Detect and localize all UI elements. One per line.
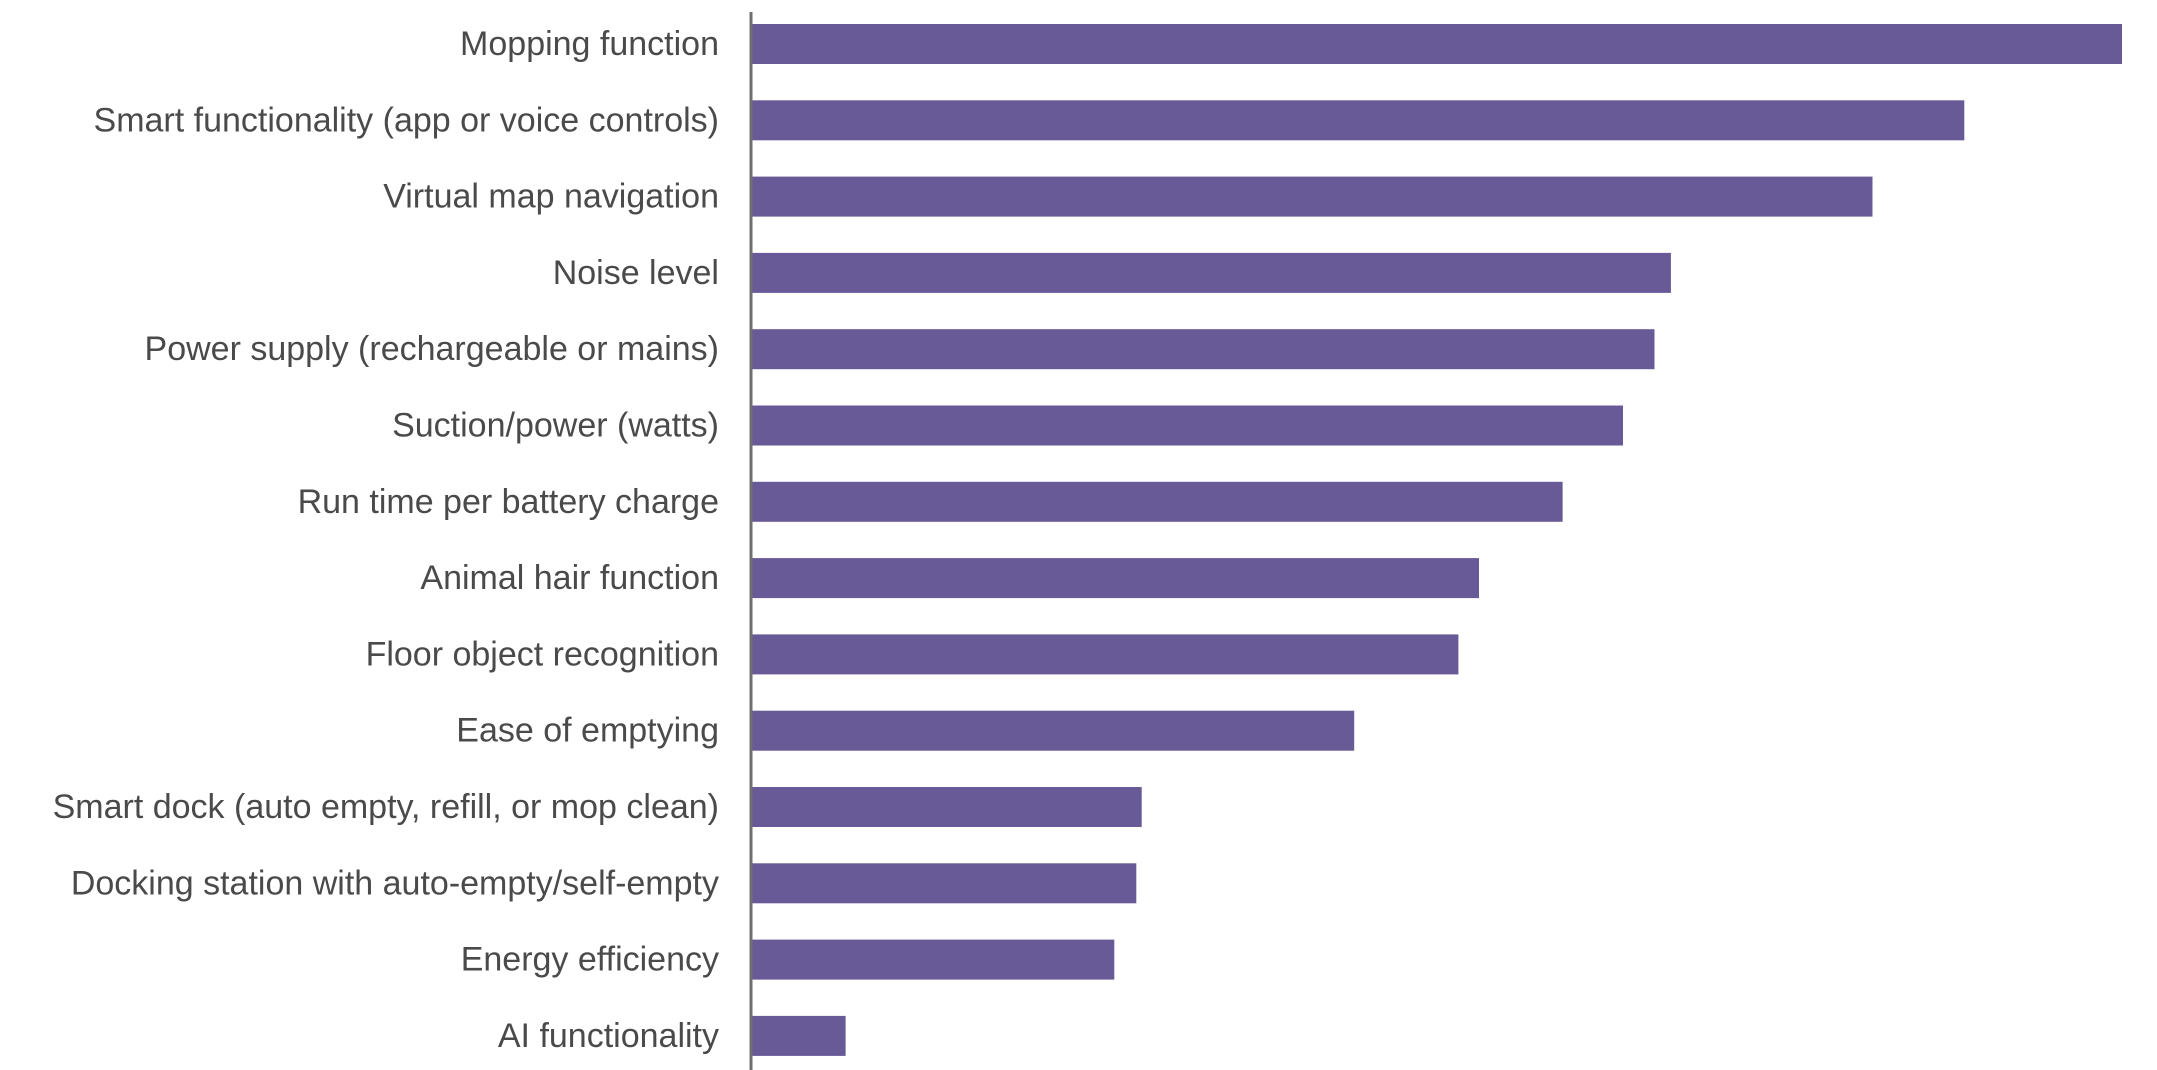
bars-group — [751, 24, 2122, 1056]
category-label: Docking station with auto-empty/self-emp… — [71, 864, 719, 902]
bar — [751, 481, 1563, 522]
bar — [751, 176, 1873, 217]
category-label: Power supply (rechargeable or mains) — [145, 330, 719, 368]
category-label: Floor object recognition — [366, 635, 719, 673]
category-labels-group: Mopping function Smart functionality (app… — [53, 25, 719, 1055]
bar — [751, 634, 1459, 675]
bar — [751, 939, 1115, 980]
category-label: Smart dock (auto empty, refill, or mop c… — [53, 788, 719, 826]
category-label: Mopping function — [460, 25, 719, 63]
bar — [751, 558, 1479, 599]
category-label: AI functionality — [498, 1017, 719, 1055]
category-label: Ease of emptying — [456, 712, 719, 750]
bar — [751, 710, 1355, 751]
bar — [751, 405, 1623, 446]
bar — [751, 787, 1142, 827]
category-label: Energy efficiency — [461, 941, 719, 979]
category-label: Virtual map navigation — [383, 178, 719, 216]
category-label: Smart functionality (app or voice contro… — [94, 101, 719, 139]
category-label: Animal hair function — [420, 559, 719, 597]
bar — [751, 863, 1137, 904]
bar — [751, 329, 1655, 370]
category-label: Noise level — [553, 254, 719, 292]
bar — [751, 252, 1671, 293]
category-label: Suction/power (watts) — [392, 407, 719, 445]
bar — [751, 24, 2122, 64]
category-label: Run time per battery charge — [298, 483, 719, 521]
bar — [751, 100, 1965, 141]
bar — [751, 1015, 846, 1056]
